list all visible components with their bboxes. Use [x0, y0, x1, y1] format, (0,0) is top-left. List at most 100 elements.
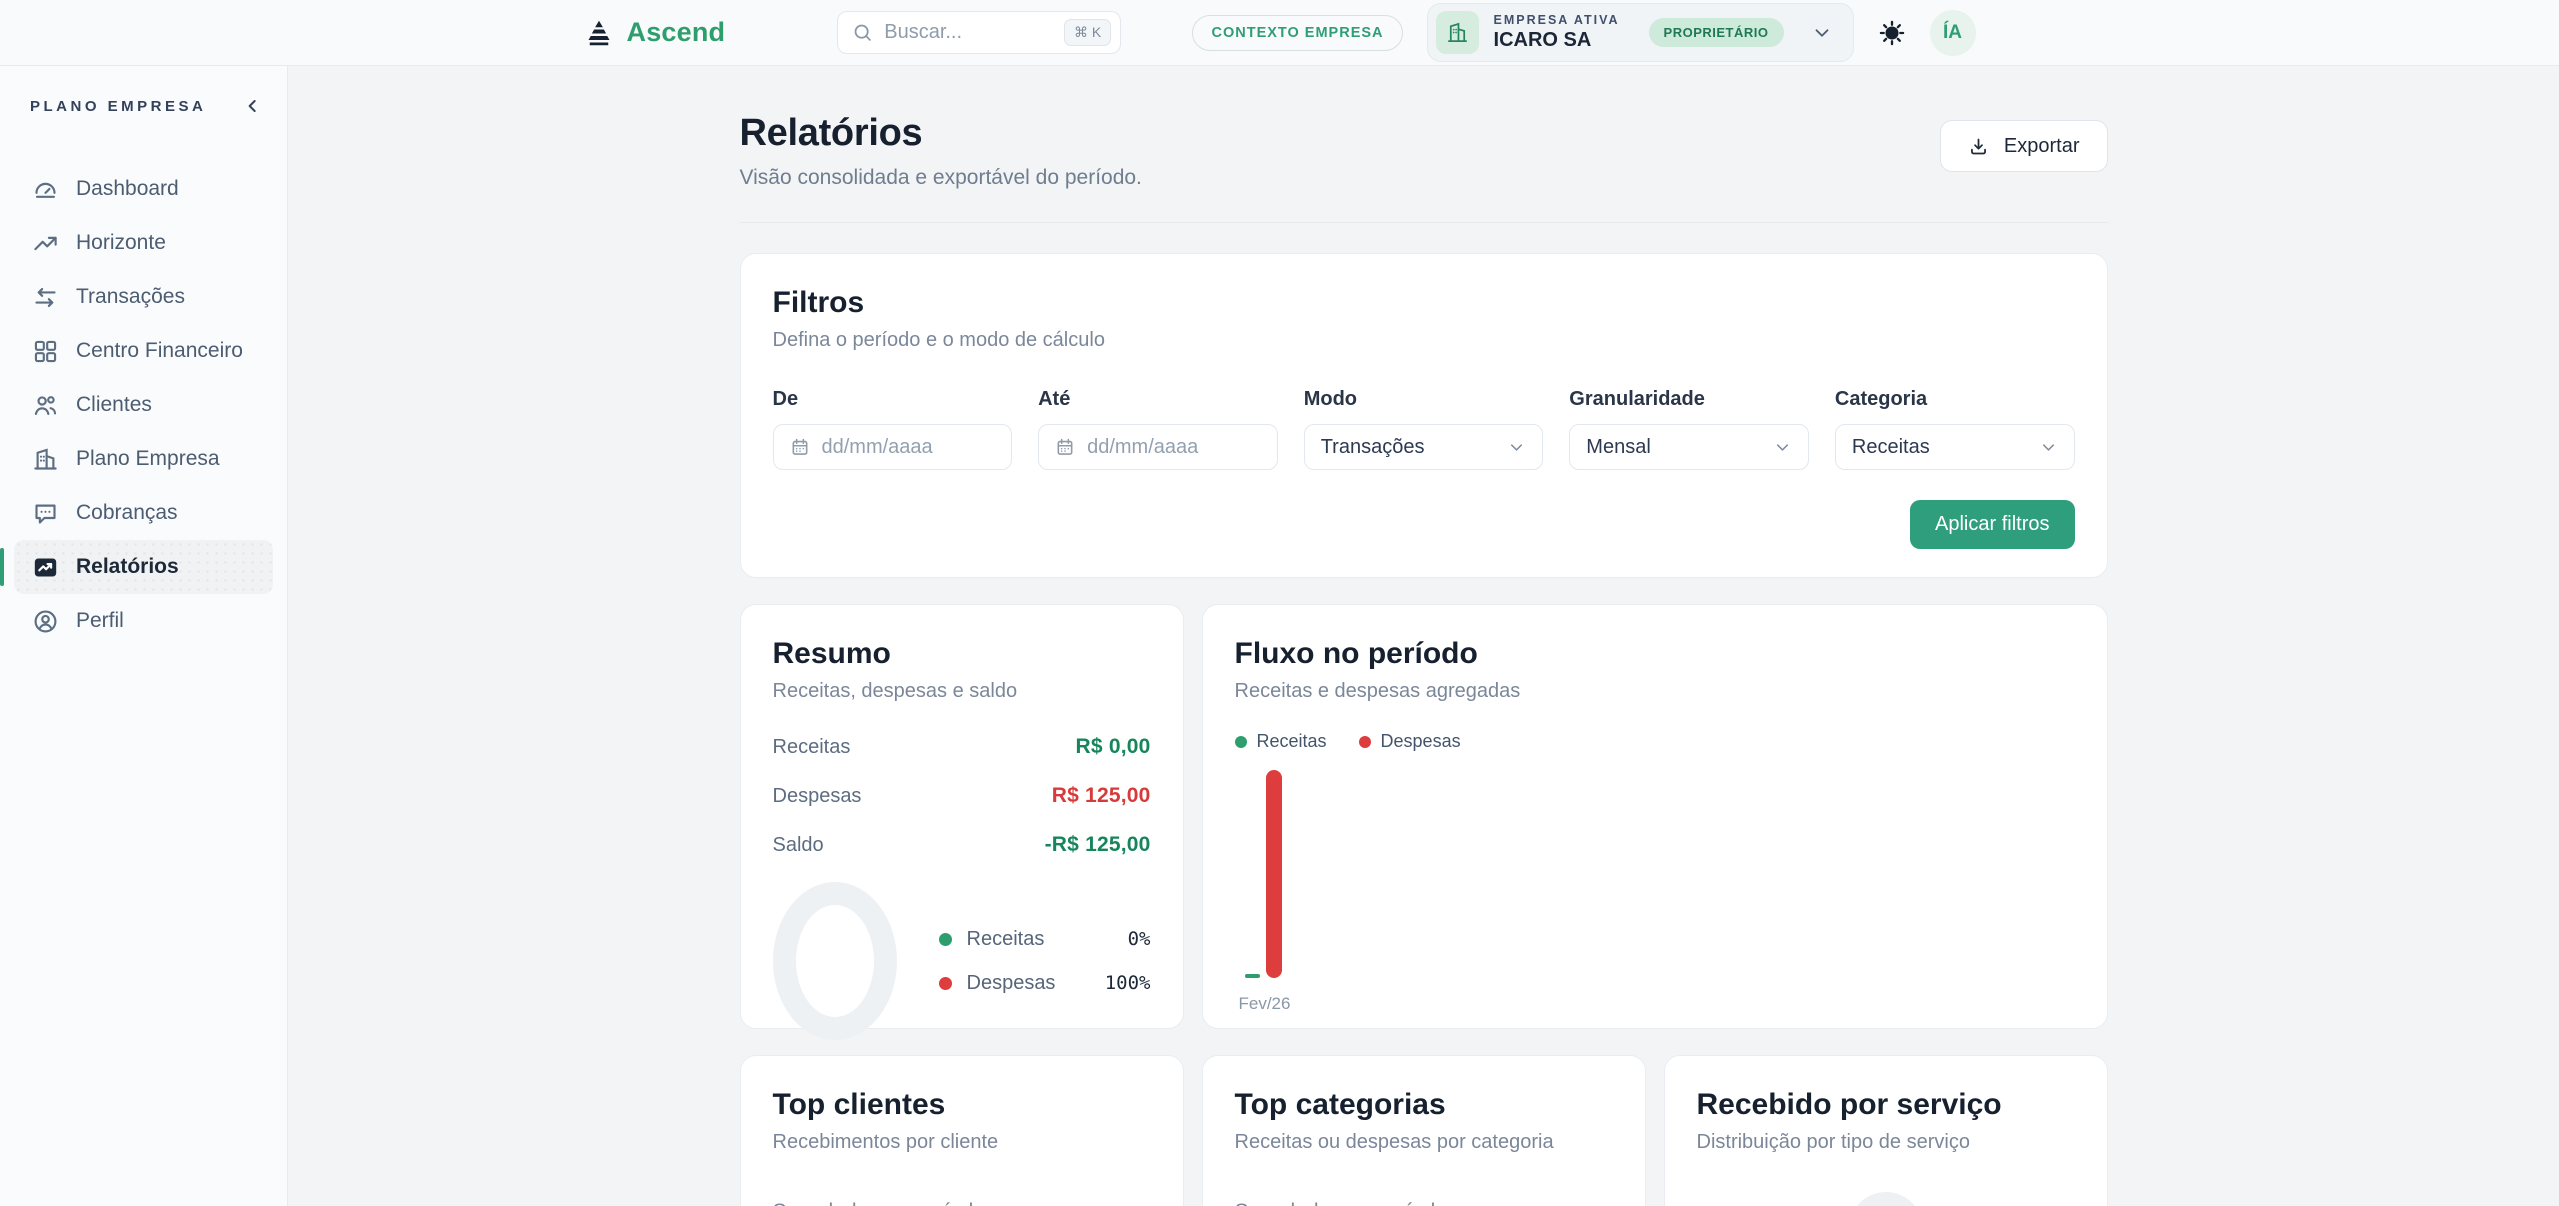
- summary-row-label: Saldo: [772, 833, 824, 856]
- users-icon: [32, 392, 59, 419]
- flow-legend-receitas: Receitas: [1234, 731, 1327, 752]
- field-granularidade: Granularidade Mensal: [1569, 388, 1809, 470]
- summary-subtitle: Receitas, despesas e saldo: [772, 680, 1018, 702]
- calendar-icon: [1055, 437, 1075, 457]
- legend-despesas: Despesas 100%: [938, 971, 1151, 995]
- top-categories-title: Top categorias: [1234, 1088, 1446, 1121]
- brand[interactable]: Ascend: [584, 17, 726, 48]
- summary-row-value: -R$ 125,00: [1044, 833, 1151, 856]
- date-from-field[interactable]: [821, 435, 996, 459]
- briefcase-icon: [1848, 1192, 1923, 1206]
- summary-row-saldo: Saldo -R$ 125,00: [773, 833, 1151, 857]
- sidebar-item-label: Dashboard: [76, 177, 179, 200]
- user-avatar[interactable]: ÍA: [1929, 9, 1976, 56]
- flow-legend-label: Despesas: [1380, 731, 1461, 751]
- field-modo: Modo Transações: [1303, 388, 1544, 470]
- brand-name: Ascend: [626, 17, 726, 47]
- gauge-icon: [32, 176, 59, 203]
- top-clients-subtitle: Recebimentos por cliente: [772, 1131, 999, 1153]
- flow-x-tick: Fev/26: [1238, 994, 1291, 1013]
- sidebar-item-horizonte[interactable]: Horizonte: [14, 216, 273, 270]
- page-title: Relatórios: [739, 112, 923, 154]
- field-label-categoria: Categoria: [1834, 388, 1928, 410]
- sidebar-item-transacoes[interactable]: Transações: [14, 270, 273, 324]
- sidebar-item-label: Clientes: [76, 393, 152, 416]
- sidebar-item-dashboard[interactable]: Dashboard: [14, 162, 273, 216]
- company-selector[interactable]: EMPRESA ATIVA ICARO SA PROPRIETÁRIO: [1426, 3, 1854, 62]
- theme-toggle-sun-icon[interactable]: [1878, 19, 1906, 47]
- search-icon: [852, 22, 873, 43]
- page-subtitle: Visão consolidada e exportável do períod…: [739, 166, 1142, 189]
- brand-logo-icon: [584, 18, 614, 48]
- categoria-select[interactable]: Receitas: [1834, 424, 2075, 470]
- sidebar: PLANO EMPRESA Dashboard: [0, 66, 288, 1206]
- flow-card: Fluxo no período Receitas e despesas agr…: [1201, 604, 2108, 1029]
- apply-filters-button[interactable]: Aplicar filtros: [1910, 500, 2075, 549]
- flow-bar-chart: Fev/26: [1235, 758, 2075, 1014]
- search-box[interactable]: ⌘ K: [837, 11, 1122, 54]
- sidebar-item-centro-financeiro[interactable]: Centro Financeiro: [14, 324, 273, 378]
- summary-title: Resumo: [772, 637, 891, 670]
- granularidade-select[interactable]: Mensal: [1569, 424, 1809, 470]
- sidebar-item-clientes[interactable]: Clientes: [14, 378, 273, 432]
- sidebar-title: PLANO EMPRESA: [30, 97, 207, 115]
- filters-title: Filtros: [772, 286, 865, 319]
- sidebar-item-label: Horizonte: [76, 231, 166, 254]
- top-categories-subtitle: Receitas ou despesas por categoria: [1234, 1131, 1554, 1153]
- transfer-arrows-icon: [32, 284, 59, 311]
- donut-chart: [772, 882, 897, 1040]
- date-to-input[interactable]: [1038, 424, 1278, 470]
- trending-up-icon: [32, 230, 59, 257]
- field-label-modo: Modo: [1303, 388, 1357, 410]
- search-input[interactable]: [884, 21, 1053, 44]
- company-name: ICARO SA: [1493, 29, 1592, 51]
- legend-label: Despesas: [966, 971, 1056, 994]
- sidebar-item-relatorios[interactable]: Relatórios: [0, 540, 273, 594]
- chevron-down-icon: [1507, 438, 1526, 457]
- field-label-de: De: [772, 388, 799, 410]
- sidebar-item-plano-empresa[interactable]: Plano Empresa: [14, 432, 273, 486]
- green-dot-icon: [938, 932, 952, 946]
- download-icon: [1968, 136, 1989, 157]
- grid-icon: [32, 338, 59, 365]
- top-clients-card: Top clientes Recebimentos por cliente Se…: [739, 1055, 1184, 1206]
- field-categoria: Categoria Receitas: [1834, 388, 2075, 470]
- red-dot-icon: [938, 976, 952, 990]
- summary-row-value: R$ 125,00: [1051, 784, 1151, 807]
- top-categories-empty: Sem dados no período.: [1235, 1200, 1613, 1206]
- date-to-field[interactable]: [1087, 435, 1261, 459]
- context-empresa-badge: CONTEXTO EMPRESA: [1192, 14, 1403, 51]
- sidebar-item-label: Cobranças: [76, 501, 178, 524]
- calendar-icon: [790, 437, 810, 457]
- summary-row-label: Despesas: [772, 784, 862, 807]
- filters-subtitle: Defina o período e o modo de cálculo: [772, 329, 1105, 351]
- red-dot-icon: [1358, 735, 1371, 748]
- by-service-card: Recebido por serviço Distribuição por ti…: [1663, 1055, 2108, 1206]
- legend-receitas: Receitas 0%: [938, 927, 1151, 951]
- chart-icon: [32, 554, 59, 581]
- sidebar-item-label: Plano Empresa: [76, 447, 220, 470]
- modo-select[interactable]: Transações: [1303, 424, 1544, 470]
- flow-legend-label: Receitas: [1256, 731, 1327, 751]
- green-dot-icon: [1234, 735, 1247, 748]
- sidebar-item-perfil[interactable]: Perfil: [14, 594, 273, 648]
- modo-select-value: Transações: [1320, 435, 1425, 458]
- legend-label: Receitas: [966, 927, 1045, 950]
- summary-row-despesas: Despesas R$ 125,00: [773, 784, 1151, 808]
- field-de: De: [772, 388, 1013, 470]
- top-header: Ascend ⌘ K CONTEXTO EMPRESA: [0, 0, 2559, 66]
- search-shortcut-badge: ⌘ K: [1064, 19, 1112, 46]
- chevron-down-icon: [1773, 438, 1792, 457]
- export-button[interactable]: Exportar: [1939, 120, 2108, 172]
- field-ate: Até: [1038, 388, 1278, 470]
- sidebar-item-label: Perfil: [76, 609, 124, 632]
- date-from-input[interactable]: [772, 424, 1013, 470]
- flow-bar-despesas: [1265, 770, 1282, 978]
- sidebar-collapse-icon[interactable]: [243, 96, 263, 116]
- building-icon: [1435, 11, 1479, 54]
- message-dots-icon: [32, 500, 59, 527]
- main-area: Relatórios Visão consolidada e exportáve…: [288, 66, 2559, 1206]
- legend-value: 0%: [1127, 928, 1151, 950]
- sidebar-item-cobrancas[interactable]: Cobranças: [14, 486, 273, 540]
- summary-row-receitas: Receitas R$ 0,00: [773, 735, 1151, 759]
